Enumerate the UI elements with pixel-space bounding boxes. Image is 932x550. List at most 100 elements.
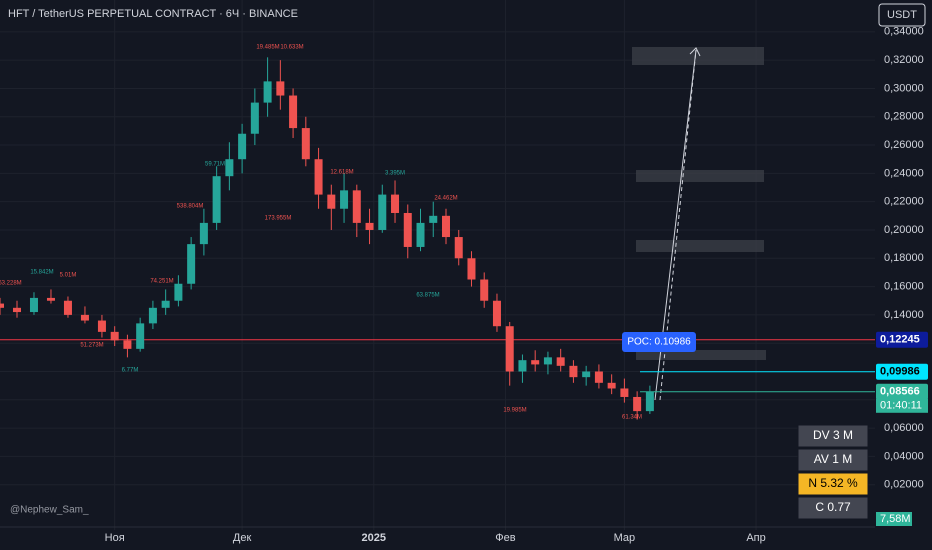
candle-body: [543, 357, 552, 365]
candle-body: [556, 357, 565, 366]
candle-body: [594, 371, 603, 383]
annotation: 5.01M: [60, 273, 77, 279]
y-tick-label: 0,06000: [884, 422, 924, 434]
candle-body: [480, 279, 489, 301]
grid: [0, 0, 875, 530]
y-tick-label: 0,22000: [884, 196, 924, 208]
candle-body: [607, 382, 616, 389]
currency-button[interactable]: [878, 3, 926, 27]
candle-body: [365, 222, 374, 230]
candle-body: [352, 190, 361, 223]
candle-body: [12, 307, 21, 313]
currency[interactable]: USDT: [887, 9, 917, 21]
annotation: 3.395M: [385, 171, 405, 177]
x-tick-label: Мар: [614, 532, 636, 544]
stat-cell: [797, 424, 869, 448]
price-badge: [876, 363, 928, 380]
candle-body: [518, 360, 527, 372]
candle-body: [187, 244, 196, 284]
stat-cell: [797, 472, 869, 496]
candle-body: [80, 314, 89, 321]
price-badge-label: 0,09986: [880, 366, 920, 378]
y-tick-label: 0,34000: [884, 26, 924, 38]
candle-body: [314, 159, 323, 195]
annotation: 12.618M: [330, 170, 353, 176]
y-tick-label: 0,28000: [884, 111, 924, 123]
poc-callout: [622, 332, 696, 352]
stat-label: DV 3 M: [813, 428, 853, 442]
y-tick-label: 0,02000: [884, 479, 924, 491]
candle-body: [123, 340, 132, 349]
x-tick-label: Дек: [233, 532, 252, 544]
candle-body: [225, 159, 234, 177]
annotation: 6.77M: [122, 368, 139, 374]
candle-body: [403, 212, 412, 247]
annotation: 15.842M: [30, 270, 53, 276]
annotation: 63.875M: [416, 293, 439, 299]
price-axis: [875, 0, 932, 550]
candle-body: [645, 391, 654, 412]
candle-body: [378, 194, 387, 230]
candle-body: [633, 396, 642, 412]
candle-body: [620, 388, 629, 397]
candle-body: [212, 176, 221, 223]
candle-body: [429, 215, 438, 223]
candle-body: [289, 95, 298, 129]
stat-cell: [797, 448, 869, 472]
target-box: [636, 240, 764, 252]
y-tick-label: 0,24000: [884, 167, 924, 179]
candle-body: [467, 258, 476, 280]
y-tick-label: 0,16000: [884, 280, 924, 292]
candle-body: [276, 81, 285, 96]
annotation: 53.228M: [0, 281, 22, 287]
countdown: 01:40:11: [880, 400, 922, 412]
stat-label: N 5.32 %: [808, 476, 858, 490]
candle-body: [263, 81, 272, 103]
price-badge: [876, 383, 928, 400]
price-badge-label: 0,08566: [880, 386, 920, 398]
target-box: [632, 47, 764, 65]
annotation: 19.985M: [503, 408, 526, 414]
candle-body: [110, 331, 119, 341]
candle-body: [391, 194, 400, 213]
candle-body: [136, 323, 145, 349]
annotation: 24.462M: [434, 196, 457, 202]
annotation: 74.251M: [150, 279, 173, 285]
candle-body: [531, 360, 540, 365]
x-tick-label: Ноя: [105, 532, 125, 544]
candle-body: [441, 215, 450, 238]
candle-body: [301, 128, 310, 160]
candle-body: [63, 300, 72, 315]
candle-body: [505, 326, 514, 372]
candle-body: [582, 371, 591, 378]
annotation: 61.34M: [622, 415, 642, 421]
candle-body: [161, 300, 170, 308]
y-tick-label: 0,14000: [884, 309, 924, 321]
overlay: 0,34000 0,32000 0,30000 0,28000 0,26000 0,240…: [105, 26, 928, 544]
candle-body: [492, 300, 501, 327]
candle-body: [148, 307, 157, 324]
candle-body: [238, 133, 247, 160]
candle-body: [97, 320, 106, 332]
stat-cell: [797, 496, 869, 520]
candle-body: [416, 222, 425, 247]
y-tick-label: 0,04000: [884, 450, 924, 462]
candle-body: [340, 190, 349, 209]
candle-body: [46, 297, 55, 301]
y-tick-label: 0,32000: [884, 54, 924, 66]
stat-label: C 0.77: [815, 500, 851, 514]
chart-title: HFT / TetherUS PERPETUAL CONTRACT · 6Ч ·…: [8, 8, 298, 20]
annotation: 173.955M: [265, 216, 292, 222]
y-tick-label: 0,30000: [884, 82, 924, 94]
candle-body: [454, 237, 463, 259]
annotation: 538.804M: [177, 204, 204, 210]
target-box: [636, 350, 766, 360]
volume-label: 7,58M: [880, 513, 911, 525]
stat-label: AV 1 M: [814, 452, 852, 466]
candle-body: [29, 297, 38, 313]
price-badge-label: 0,12245: [880, 334, 920, 346]
y-tick-label: 0,26000: [884, 139, 924, 151]
candle-body: [250, 102, 259, 134]
